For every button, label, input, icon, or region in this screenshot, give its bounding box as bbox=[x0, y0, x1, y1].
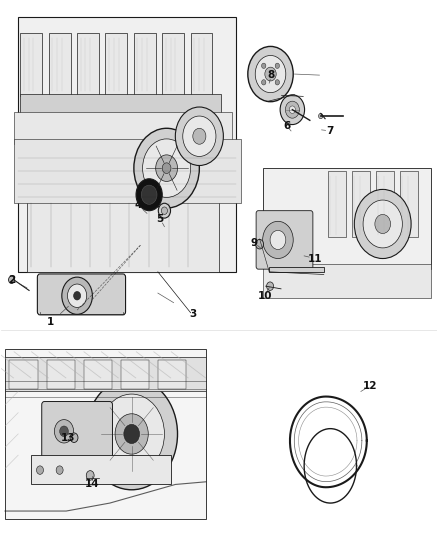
FancyBboxPatch shape bbox=[84, 360, 112, 389]
Circle shape bbox=[265, 67, 276, 81]
FancyBboxPatch shape bbox=[20, 33, 42, 96]
Circle shape bbox=[280, 95, 304, 125]
Circle shape bbox=[183, 116, 216, 157]
Text: 14: 14 bbox=[85, 480, 100, 489]
Text: 13: 13 bbox=[61, 433, 76, 443]
FancyBboxPatch shape bbox=[42, 401, 113, 461]
Circle shape bbox=[375, 214, 391, 233]
FancyBboxPatch shape bbox=[158, 360, 186, 389]
FancyBboxPatch shape bbox=[27, 197, 219, 272]
Circle shape bbox=[60, 426, 68, 437]
FancyBboxPatch shape bbox=[49, 33, 71, 96]
FancyBboxPatch shape bbox=[263, 264, 431, 298]
Circle shape bbox=[99, 394, 164, 474]
Circle shape bbox=[354, 189, 411, 259]
Circle shape bbox=[141, 185, 157, 204]
Text: 4: 4 bbox=[134, 200, 142, 211]
FancyBboxPatch shape bbox=[263, 168, 431, 269]
Circle shape bbox=[248, 46, 293, 102]
Circle shape bbox=[70, 433, 78, 442]
Circle shape bbox=[136, 179, 162, 211]
Circle shape bbox=[162, 163, 171, 173]
FancyBboxPatch shape bbox=[46, 360, 75, 389]
FancyBboxPatch shape bbox=[5, 349, 206, 519]
Text: 6: 6 bbox=[283, 120, 290, 131]
FancyBboxPatch shape bbox=[400, 171, 418, 237]
Circle shape bbox=[9, 276, 14, 284]
Text: 2: 2 bbox=[8, 275, 15, 285]
Circle shape bbox=[36, 466, 43, 474]
Text: 9: 9 bbox=[251, 238, 258, 247]
Text: 8: 8 bbox=[268, 70, 275, 80]
FancyBboxPatch shape bbox=[121, 360, 149, 389]
FancyBboxPatch shape bbox=[191, 33, 212, 96]
Text: 1: 1 bbox=[47, 317, 54, 327]
Circle shape bbox=[275, 63, 279, 68]
Text: 12: 12 bbox=[362, 381, 377, 391]
Circle shape bbox=[275, 79, 279, 85]
Circle shape bbox=[74, 292, 81, 300]
FancyBboxPatch shape bbox=[5, 357, 206, 391]
FancyBboxPatch shape bbox=[18, 17, 237, 272]
Text: 10: 10 bbox=[258, 290, 272, 301]
Circle shape bbox=[261, 63, 266, 68]
FancyBboxPatch shape bbox=[77, 33, 99, 96]
FancyBboxPatch shape bbox=[31, 455, 171, 484]
FancyBboxPatch shape bbox=[256, 211, 313, 269]
Circle shape bbox=[318, 114, 323, 119]
FancyBboxPatch shape bbox=[162, 33, 184, 96]
Circle shape bbox=[56, 466, 63, 474]
FancyBboxPatch shape bbox=[14, 112, 232, 144]
Circle shape bbox=[143, 139, 191, 197]
Circle shape bbox=[193, 128, 206, 144]
Circle shape bbox=[86, 471, 94, 480]
Text: 7: 7 bbox=[327, 126, 334, 136]
Polygon shape bbox=[269, 266, 324, 272]
Circle shape bbox=[134, 128, 199, 208]
Text: 11: 11 bbox=[308, 254, 322, 263]
Circle shape bbox=[255, 55, 286, 93]
Circle shape bbox=[270, 230, 286, 249]
FancyBboxPatch shape bbox=[352, 171, 370, 237]
FancyBboxPatch shape bbox=[37, 274, 126, 315]
Circle shape bbox=[261, 79, 266, 85]
Text: 3: 3 bbox=[189, 309, 196, 319]
Circle shape bbox=[155, 155, 177, 181]
FancyBboxPatch shape bbox=[328, 171, 346, 237]
Circle shape bbox=[124, 424, 140, 443]
Circle shape bbox=[115, 414, 148, 454]
Circle shape bbox=[256, 239, 264, 249]
Circle shape bbox=[289, 106, 295, 114]
FancyBboxPatch shape bbox=[376, 171, 394, 237]
FancyBboxPatch shape bbox=[10, 360, 38, 389]
FancyBboxPatch shape bbox=[14, 139, 241, 203]
Circle shape bbox=[54, 419, 74, 443]
Circle shape bbox=[161, 207, 167, 214]
FancyBboxPatch shape bbox=[20, 94, 221, 118]
Circle shape bbox=[158, 203, 170, 218]
Circle shape bbox=[267, 282, 274, 290]
Text: 5: 5 bbox=[156, 214, 164, 224]
Circle shape bbox=[263, 221, 293, 259]
Circle shape bbox=[86, 378, 177, 490]
FancyBboxPatch shape bbox=[134, 33, 155, 96]
Circle shape bbox=[286, 101, 299, 118]
Circle shape bbox=[62, 277, 92, 314]
Circle shape bbox=[175, 107, 223, 165]
FancyBboxPatch shape bbox=[106, 33, 127, 96]
Circle shape bbox=[363, 200, 403, 248]
Circle shape bbox=[67, 284, 87, 308]
